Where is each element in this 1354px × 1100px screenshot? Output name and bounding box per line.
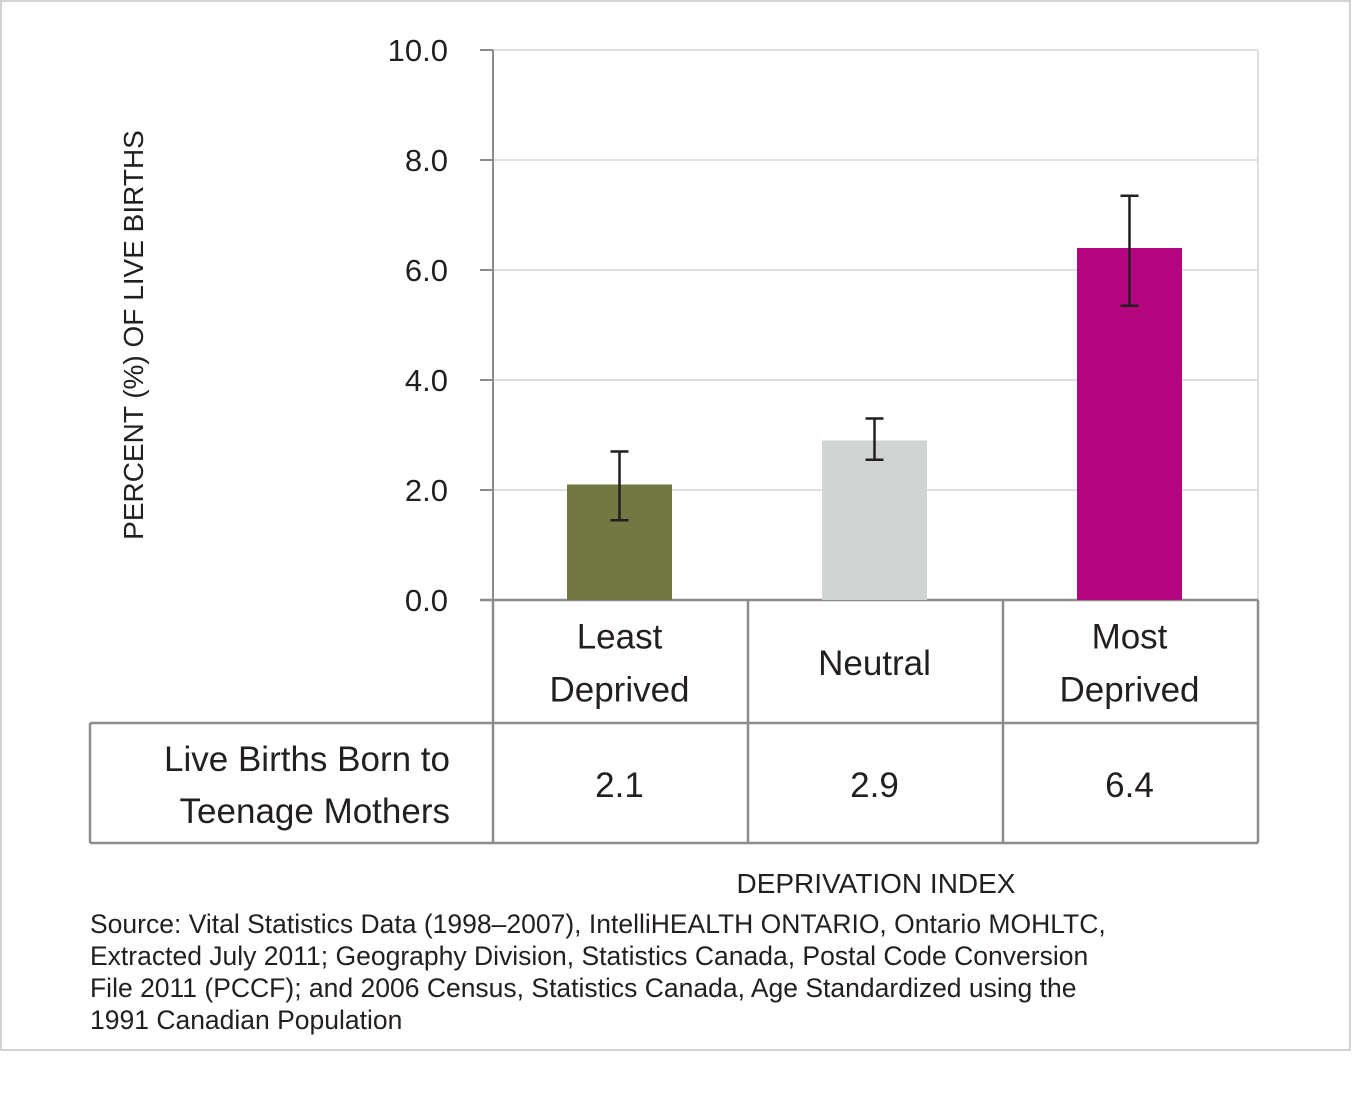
y-tick-label: 4.0 [405, 363, 448, 398]
category-label: Deprived [549, 671, 689, 710]
row-label-line: Live Births Born to [164, 740, 450, 779]
table-value: 2.1 [595, 766, 644, 805]
y-tick-label: 6.0 [405, 253, 448, 288]
category-labels: Least Deprived Neutral Most Deprived [549, 618, 1199, 710]
category-label: Least [577, 618, 663, 657]
chart-frame [0, 0, 1351, 1051]
y-tick-label: 0.0 [405, 583, 448, 618]
source-note: Source: Vital Statistics Data (1998–2007… [90, 909, 1106, 1035]
y-tick-label: 10.0 [388, 33, 448, 68]
y-tick-label: 2.0 [405, 473, 448, 508]
table-value: 2.9 [850, 766, 899, 805]
table-values: 2.1 2.9 6.4 [595, 766, 1154, 805]
table-value: 6.4 [1105, 766, 1154, 805]
row-label-line: Teenage Mothers [180, 792, 450, 831]
data-table [88, 598, 1260, 845]
table-row-label: Live Births Born to Teenage Mothers [164, 740, 450, 831]
category-label: Neutral [818, 644, 931, 683]
x-axis-label: DEPRIVATION INDEX [736, 868, 1015, 899]
error-bars [610, 194, 1139, 522]
y-axis-label: PERCENT (%) OF LIVE BIRTHS [118, 130, 149, 540]
category-label: Deprived [1059, 671, 1199, 710]
y-axis-ticks: 0.0 2.0 4.0 6.0 8.0 10.0 [388, 33, 494, 618]
category-label: Most [1092, 618, 1168, 657]
bar [822, 440, 927, 600]
y-tick-label: 8.0 [405, 143, 448, 178]
